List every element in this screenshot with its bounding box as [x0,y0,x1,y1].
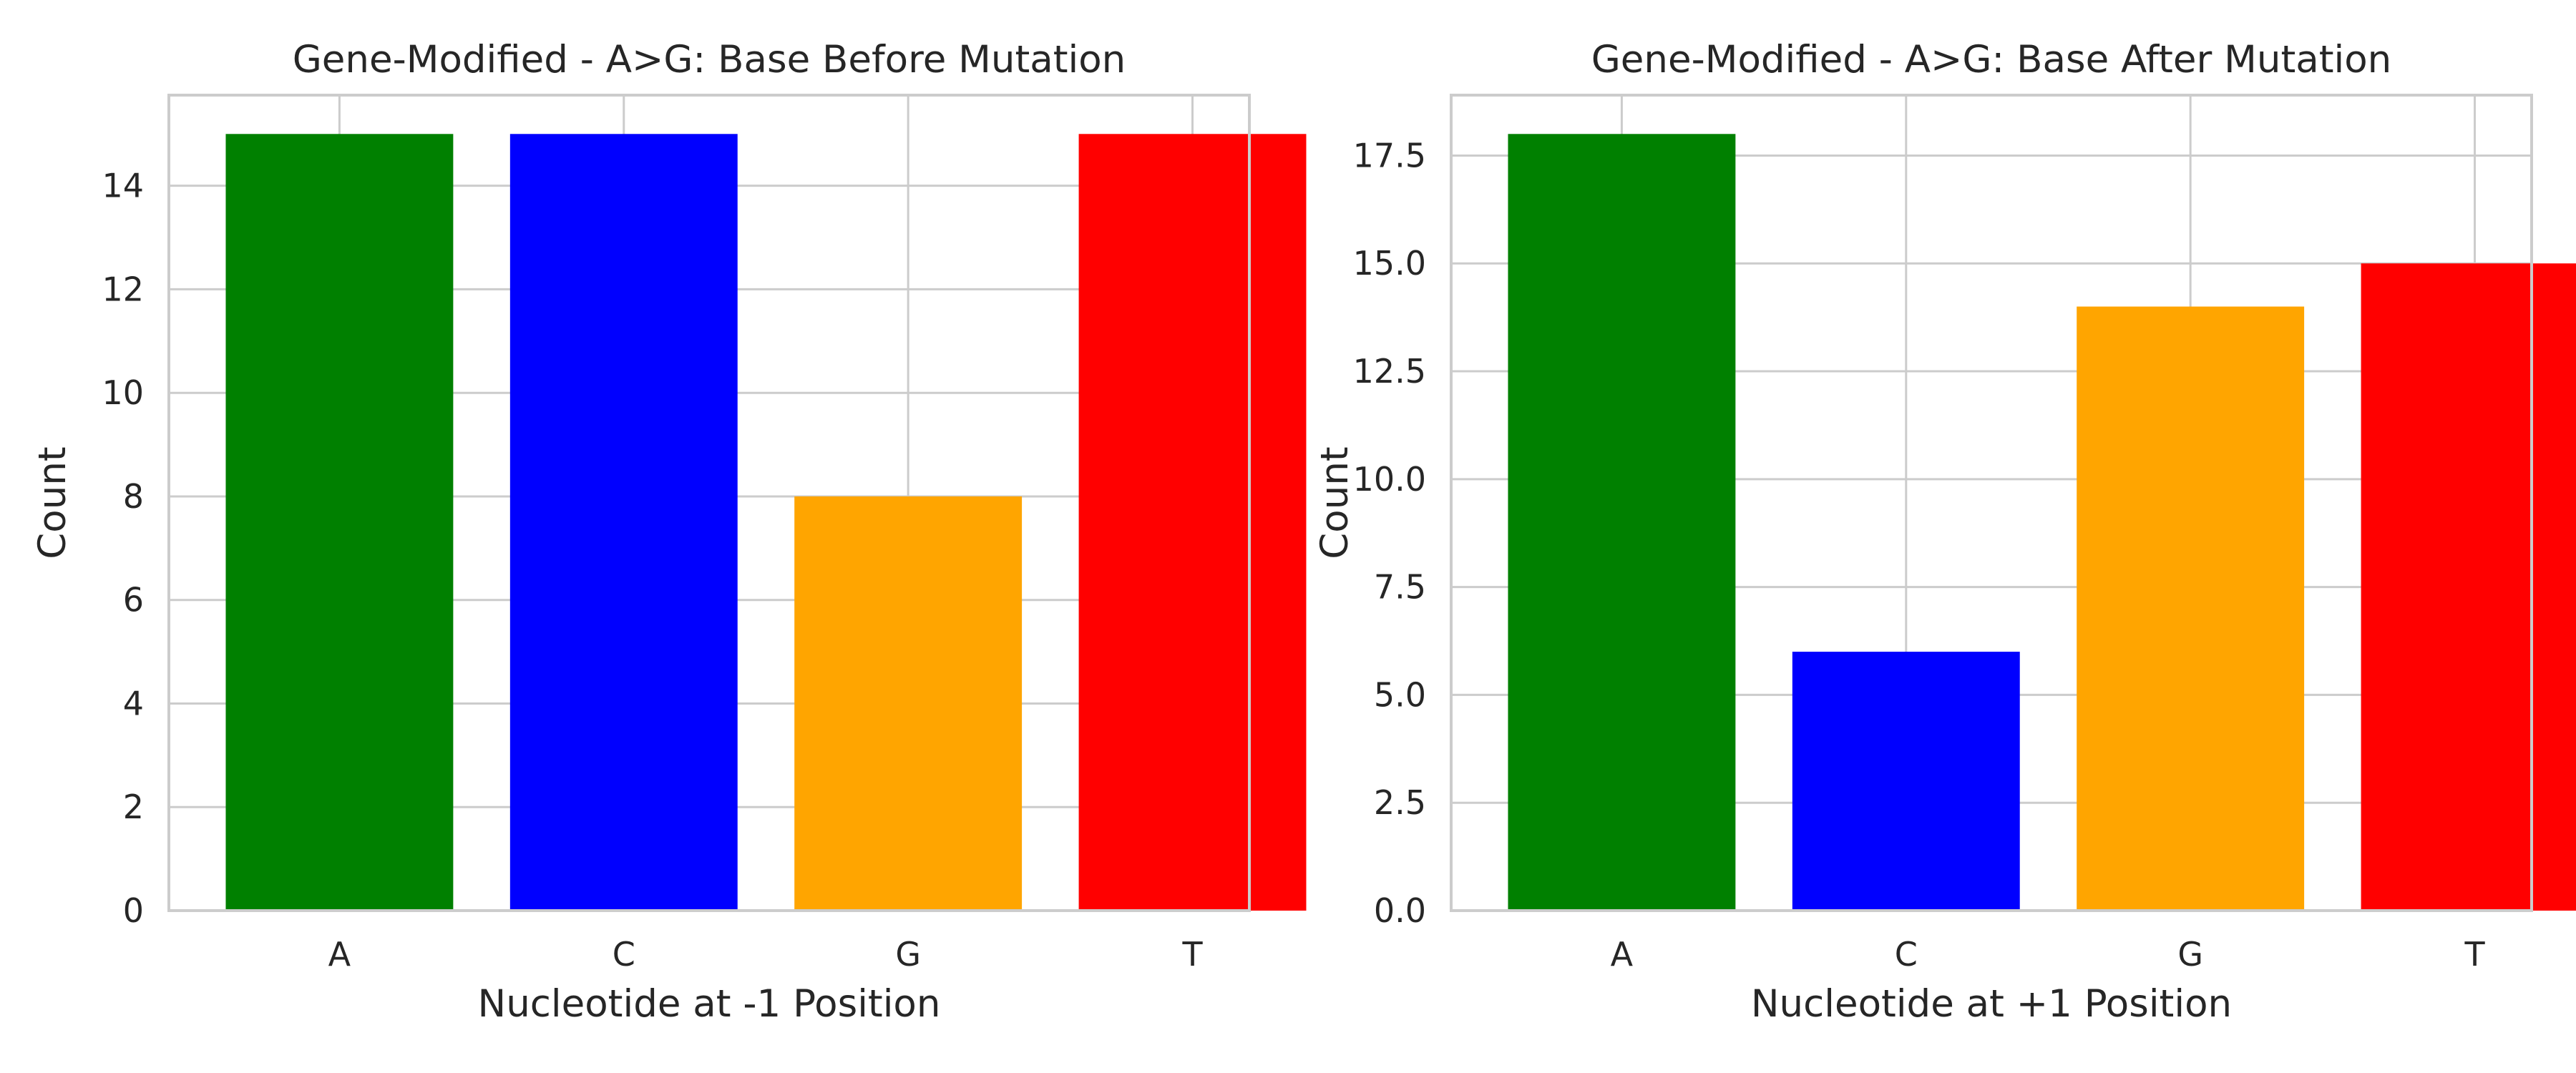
bar-G [2077,306,2305,911]
chart-panel-before-mutation: Gene-Modified - A>G: Base Before Mutatio… [31,38,1307,1026]
y-tick-label: 0 [123,891,144,930]
bar-T [2361,263,2576,911]
x-tick-label: C [613,935,635,974]
y-tick-label: 7.5 [1374,568,1426,607]
y-tick-label: 15.0 [1353,244,1426,283]
y-tick-label: 10.0 [1353,460,1426,499]
bars [1508,134,2576,911]
bar-C [509,134,738,911]
x-tick-label: C [1895,935,1918,974]
x-tick-label: T [2464,935,2485,974]
x-tick-label: A [328,935,351,974]
y-tick-label: 17.5 [1353,136,1426,175]
x-tick-label: G [895,935,921,974]
x-axis-label: Nucleotide at -1 Position [478,982,941,1026]
bar-G [794,496,1023,911]
y-tick-label: 12 [102,270,144,308]
x-tick-label: T [1181,935,1203,974]
x-tick-label: A [1611,935,1634,974]
y-tick-label: 0.0 [1374,891,1426,930]
y-tick-label: 12.5 [1353,352,1426,391]
x-tick-label: G [2177,935,2203,974]
y-axis-label: Count [1313,446,1357,559]
y-tick-label: 4 [123,684,144,722]
y-tick-label: 8 [123,477,144,516]
bar-A [225,134,454,911]
bar-A [1508,134,1736,911]
plot-frame [167,94,1251,912]
bars [225,134,1307,911]
y-tick-label: 6 [123,581,144,619]
bar-T [1078,134,1307,911]
y-tick-label: 10 [102,373,144,412]
y-tick-label: 5.0 [1374,675,1426,714]
y-tick-label: 2.5 [1374,783,1426,822]
bar-C [1792,652,2020,911]
chart-title: Gene-Modified - A>G: Base After Mutation [1591,38,2392,82]
y-axis-label: Count [31,446,74,559]
x-axis-label: Nucleotide at +1 Position [1751,982,2232,1026]
y-tick-label: 14 [102,167,144,205]
y-tick-label: 2 [123,788,144,826]
chart-panel-after-mutation: Gene-Modified - A>G: Base After Mutation… [1313,38,2576,1026]
chart-title: Gene-Modified - A>G: Base Before Mutatio… [293,38,1126,82]
plot-frame [1450,94,2533,912]
